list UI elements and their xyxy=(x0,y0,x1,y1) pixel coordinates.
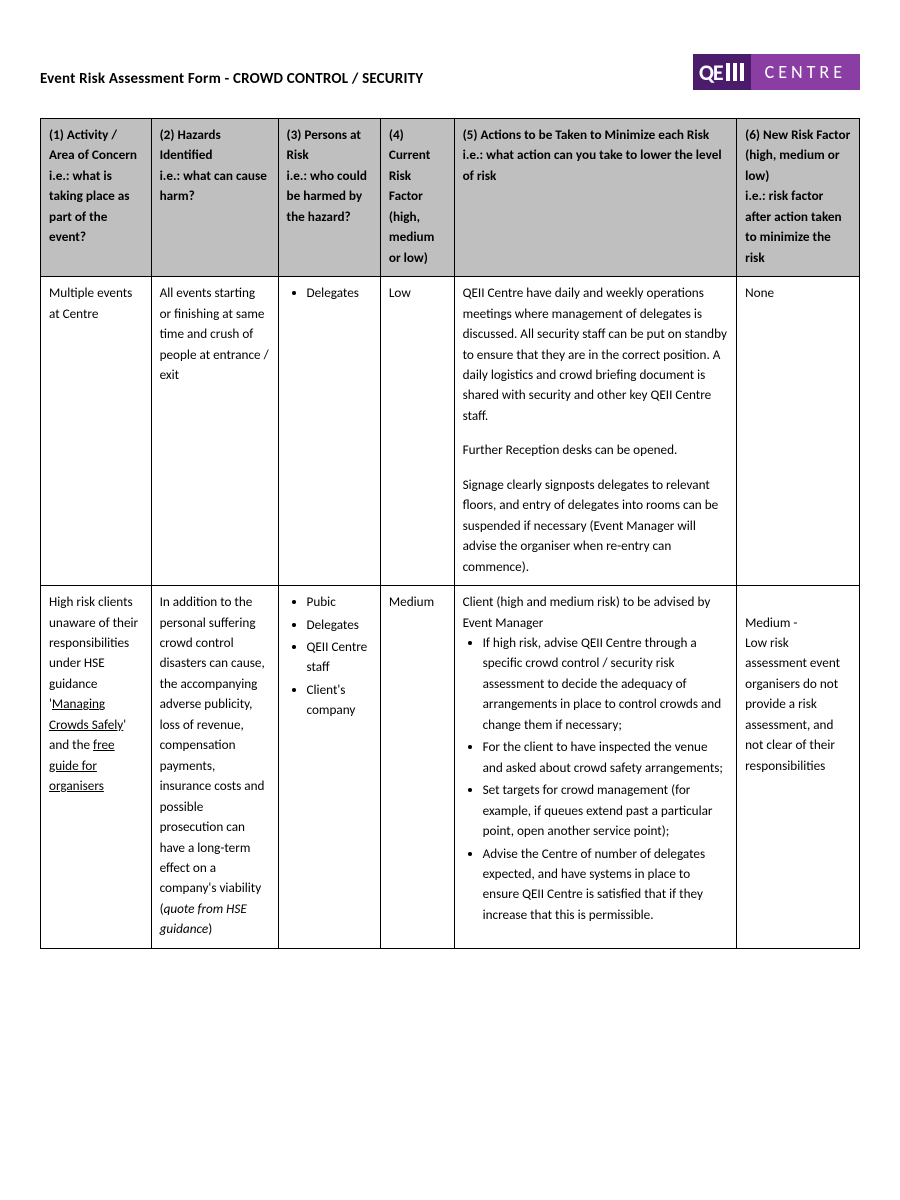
header-row: Event Risk Assessment Form - CROWD CONTR… xyxy=(40,70,860,90)
cell-actions: QEII Centre have daily and weekly operat… xyxy=(454,277,737,586)
cell-risk-factor: Medium xyxy=(380,586,454,949)
col-header-activity: (1) Activity / Area of Concerni.e.: what… xyxy=(41,119,152,277)
col-header-hazards: (2) Hazards Identifiedi.e.: what can cau… xyxy=(151,119,278,277)
cell-persons: Pubic DelegatesQEII Centre staffClient's … xyxy=(278,586,380,949)
cell-new-risk: Medium -Low risk assessment event organi… xyxy=(737,586,860,949)
cell-actions: Client (high and medium risk) to be advi… xyxy=(454,586,737,949)
table-header-row: (1) Activity / Area of Concerni.e.: what… xyxy=(41,119,860,277)
logo-brand-right: CENTRE xyxy=(751,54,860,90)
logo: QE CENTRE xyxy=(693,54,860,90)
logo-text-left: QE xyxy=(699,59,723,86)
cell-hazards: In addition to the personal suffering cr… xyxy=(151,586,278,949)
page-title: Event Risk Assessment Form - CROWD CONTR… xyxy=(40,70,423,88)
list-item: Delegates xyxy=(307,283,372,303)
list-item: QEII Centre staff xyxy=(307,637,372,678)
cell-hazards: All events starting or finishing at same… xyxy=(151,277,278,586)
col-header-risk: (4) Current Risk Factor (high, medium or… xyxy=(380,119,454,277)
cell-persons: Delegates xyxy=(278,277,380,586)
table-head: (1) Activity / Area of Concerni.e.: what… xyxy=(41,119,860,277)
col-header-newrisk: (6) New Risk Factor (high, medium or low… xyxy=(737,119,860,277)
table-row: High risk clients unaware of their respo… xyxy=(41,586,860,949)
persons-list: Pubic DelegatesQEII Centre staffClient's … xyxy=(287,592,372,721)
list-item: Client's company xyxy=(307,680,372,721)
cell-new-risk: None xyxy=(737,277,860,586)
cell-risk-factor: Low xyxy=(380,277,454,586)
list-item: Delegates xyxy=(307,615,372,635)
col-header-persons: (3) Persons at Riski.e.: who could be ha… xyxy=(278,119,380,277)
cell-activity: Multiple events at Centre xyxy=(41,277,152,586)
list-item: Pubic xyxy=(307,592,372,612)
risk-assessment-table: (1) Activity / Area of Concerni.e.: what… xyxy=(40,118,860,949)
logo-bars-icon xyxy=(726,63,747,81)
table-row: Multiple events at CentreAll events star… xyxy=(41,277,860,586)
persons-list: Delegates xyxy=(287,283,372,303)
col-header-actions: (5) Actions to be Taken to Minimize each… xyxy=(454,119,737,277)
cell-activity: High risk clients unaware of their respo… xyxy=(41,586,152,949)
logo-brand-left: QE xyxy=(693,54,751,90)
table-body: Multiple events at CentreAll events star… xyxy=(41,277,860,949)
